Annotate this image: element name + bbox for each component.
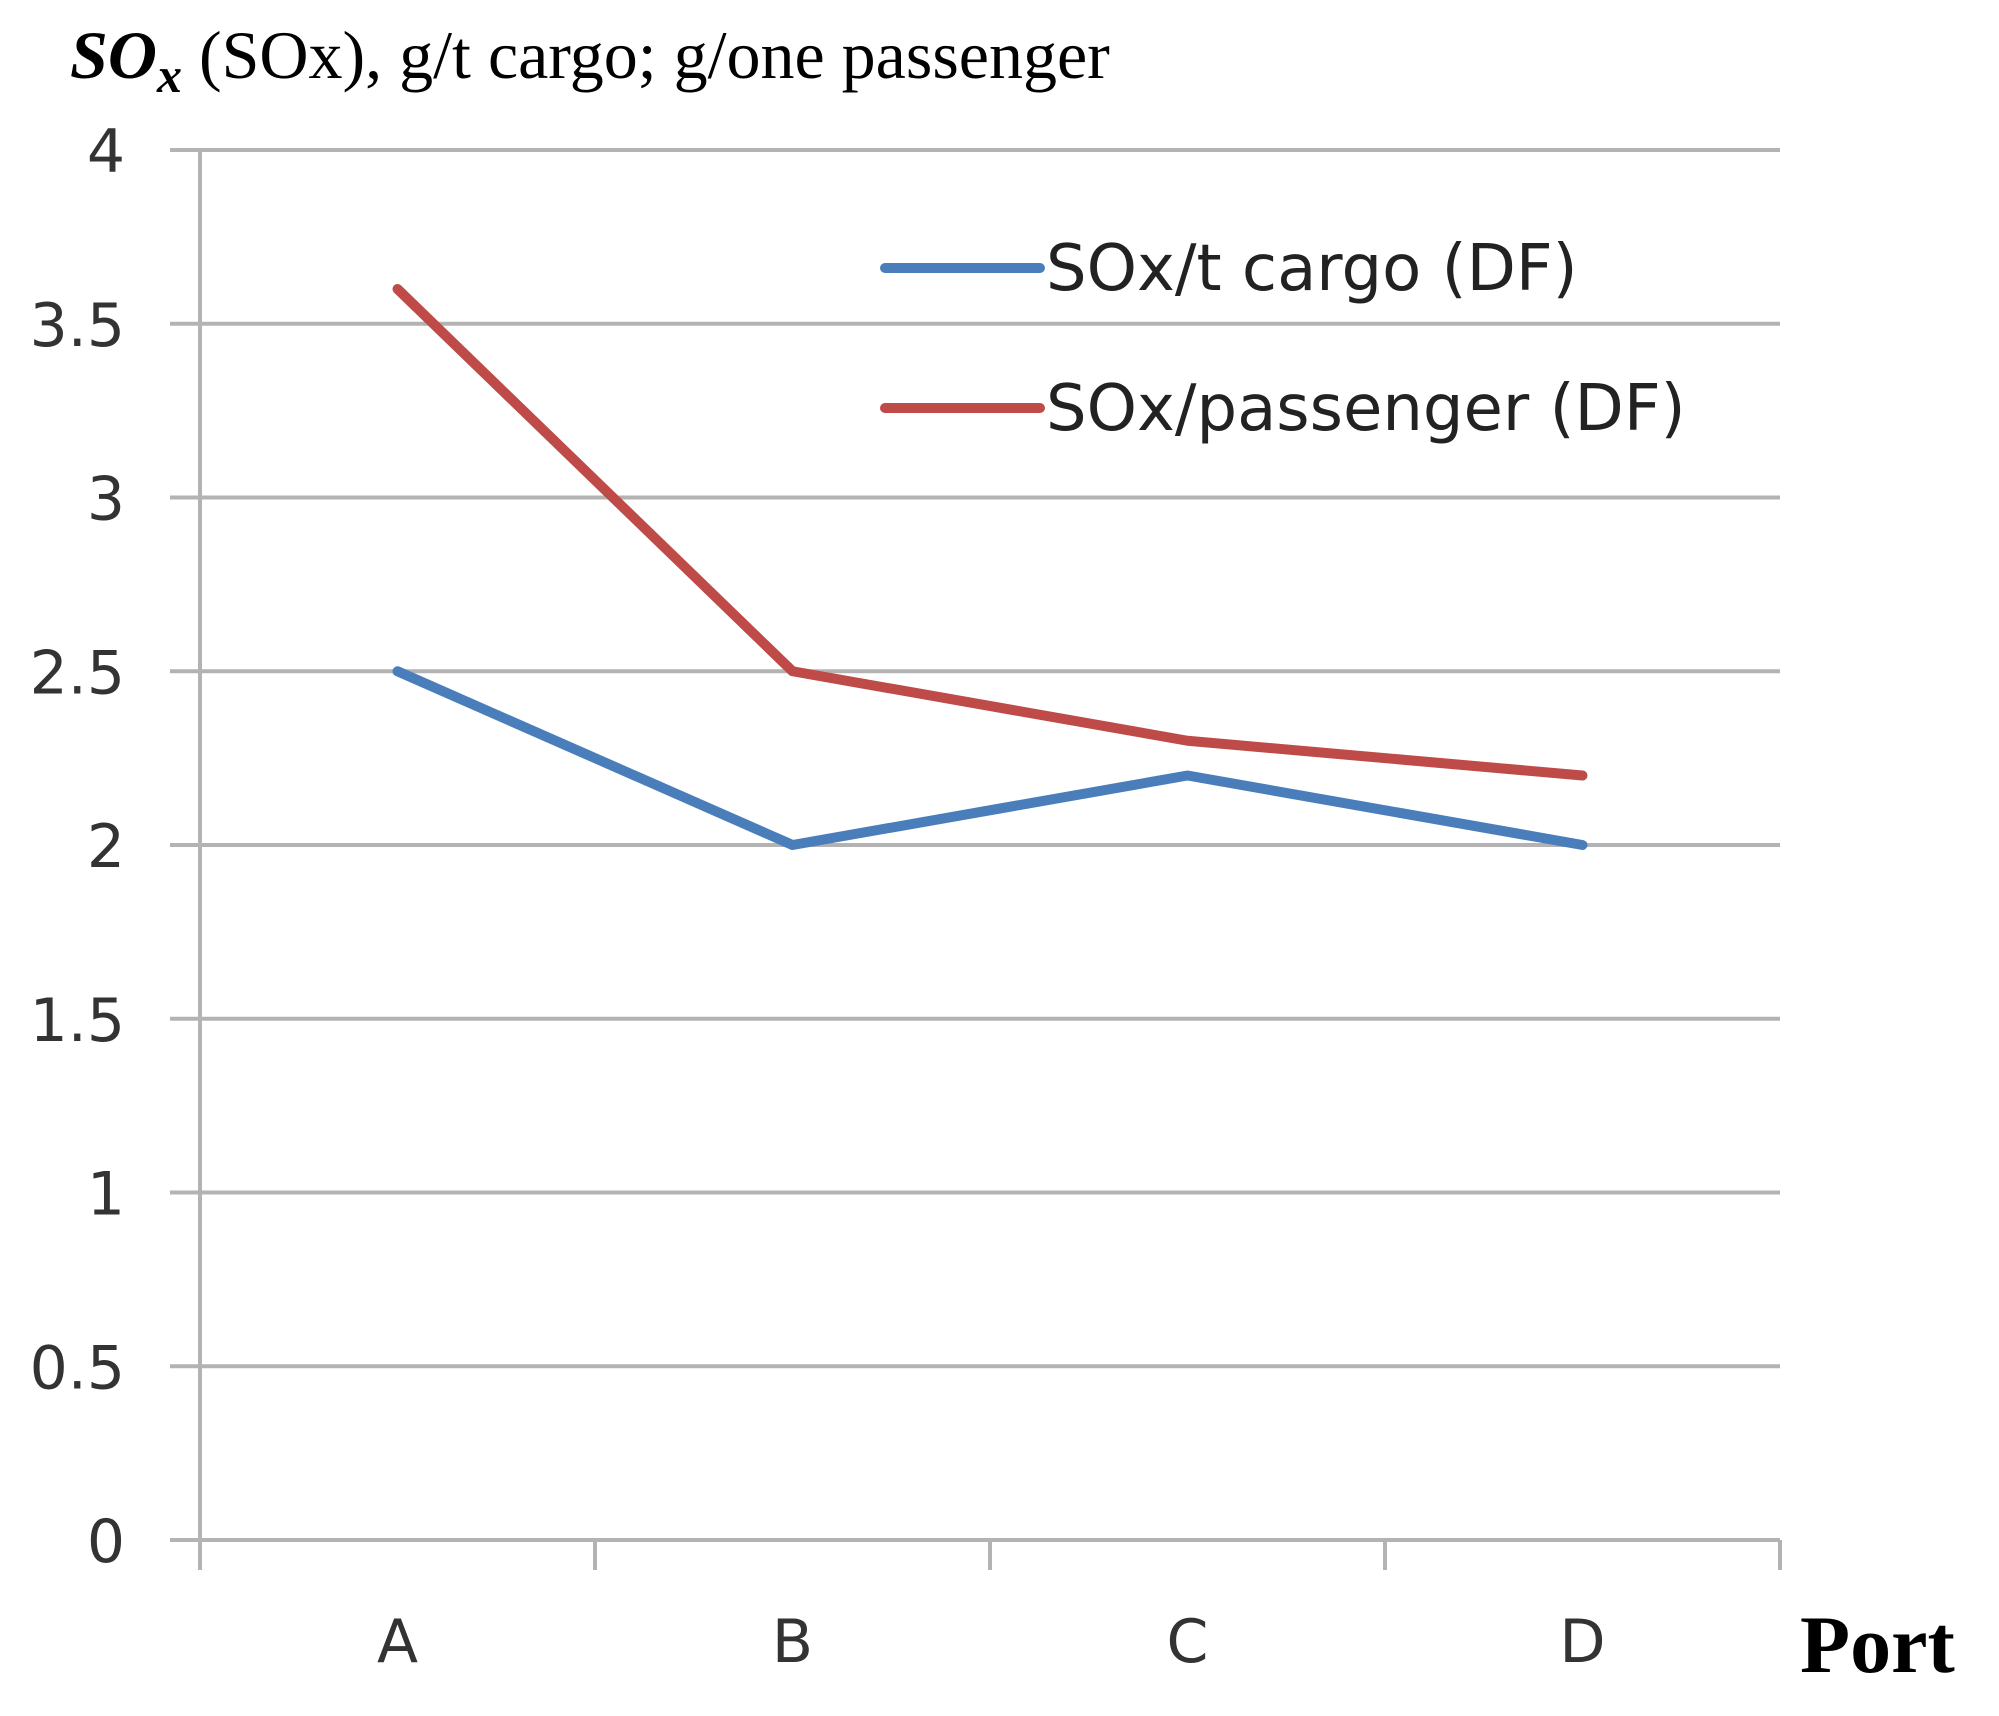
x-axis-label: Port (1800, 1599, 1955, 1690)
series-line-passenger (392, 284, 1588, 781)
legend-label-cargo: SOx/t cargo (DF) (1046, 232, 1578, 306)
x-tick-label-b: B (772, 1607, 813, 1677)
legend-label-passenger: SOx/passenger (DF) (1046, 372, 1686, 446)
x-axis-tick-labels: A B C D (377, 1607, 1606, 1677)
y-tick-label: 0 (87, 1507, 125, 1577)
x-tick-label-d: D (1559, 1607, 1605, 1677)
y-tick-label: 4 (87, 117, 125, 187)
y-tick-label: 3.5 (30, 291, 125, 361)
y-tick-label: 2.5 (30, 638, 125, 708)
y-tick-label: 1 (87, 1160, 125, 1230)
y-tick-label: 0.5 (30, 1333, 125, 1403)
chart-title: SOx (SOx), g/t cargo; g/one passenger (70, 17, 1110, 103)
y-tick-label: 2 (87, 812, 125, 882)
chart-title-symbol: SO (70, 17, 157, 93)
series-line-cargo (392, 666, 1588, 850)
y-tick-label: 3 (87, 465, 125, 535)
x-tick-label-a: A (377, 1607, 418, 1677)
x-tick-label-c: C (1167, 1607, 1209, 1677)
legend: SOx/t cargo (DF) SOx/passenger (DF) (880, 232, 1686, 446)
y-axis-tick-labels: 0 0.5 1 1.5 2 2.5 3 3.5 4 (30, 117, 125, 1577)
y-tick-label: 1.5 (30, 986, 125, 1056)
series-lines (392, 284, 1588, 850)
chart-title-subscript: x (156, 47, 182, 103)
chart-title-rest: (SOx), g/t cargo; g/one passenger (182, 17, 1110, 93)
gridlines (170, 148, 1780, 1369)
axes (170, 150, 1782, 1570)
